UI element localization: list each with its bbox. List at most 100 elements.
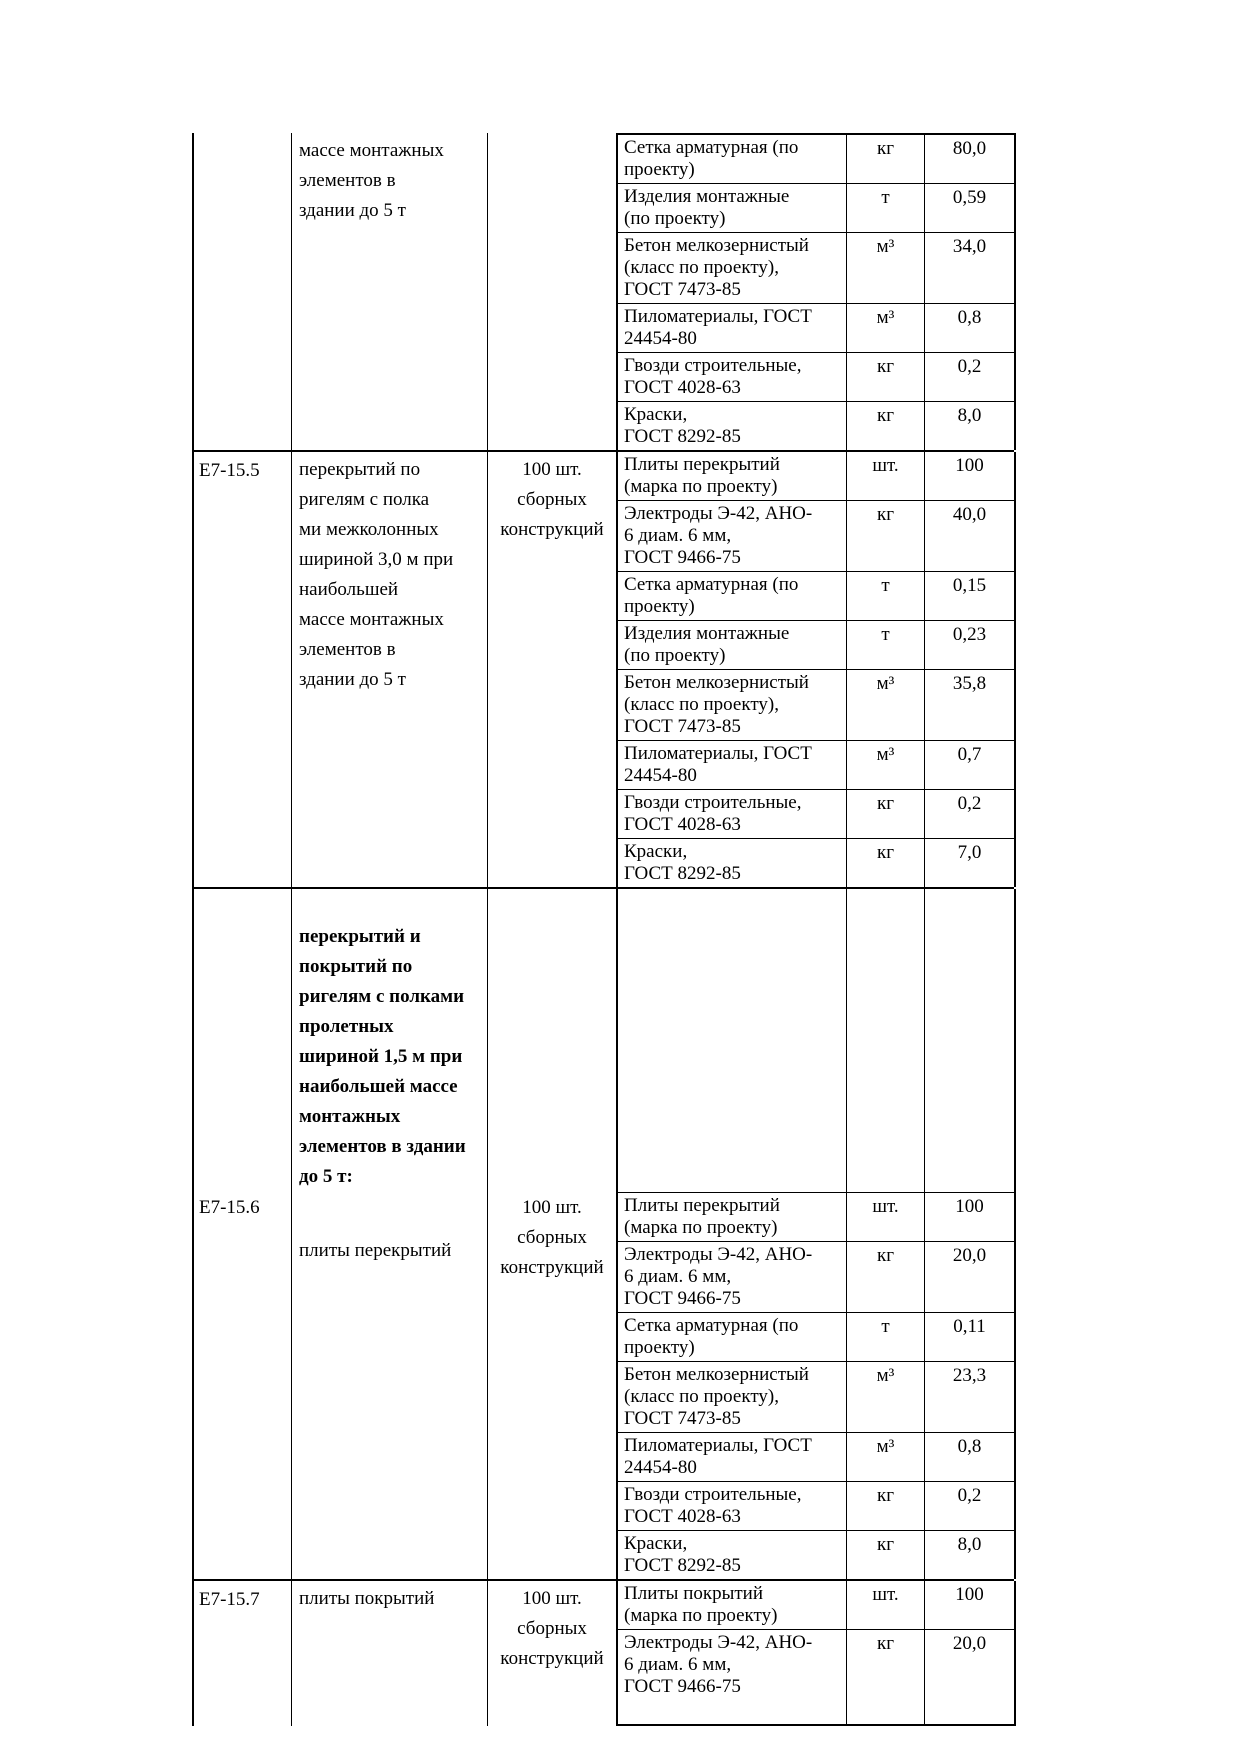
material-name: Сетка арматурная (по проекту) [618, 572, 847, 620]
material-value: 8,0 [925, 1531, 1016, 1579]
material-name: Плиты перекрытий (марка по проекту) [618, 1193, 847, 1241]
material-name: Бетон мелкозернистый (класс по проекту),… [618, 1362, 847, 1432]
material-unit: кг [847, 790, 925, 838]
material-name: Сетка арматурная (по проекту) [618, 1313, 847, 1361]
material-value: 100 [925, 452, 1016, 500]
material-row: Электроды Э-42, АНО- 6 диам. 6 мм, ГОСТ … [618, 501, 1016, 572]
table-row-group: Е7-15.7 плиты покрытий 100 шт. сборных к… [194, 1579, 1016, 1726]
material-value: 100 [925, 1193, 1016, 1241]
material-row: Краски, ГОСТ 8292-85 кг 8,0 [618, 1531, 1016, 1579]
material-unit: т [847, 1313, 925, 1361]
material-value: 0,15 [925, 572, 1016, 620]
material-row: Электроды Э-42, АНО- 6 диам. 6 мм, ГОСТ … [618, 1242, 1016, 1313]
material-row: Гвозди строительные, ГОСТ 4028-63 кг 0,2 [618, 790, 1016, 839]
material-value: 35,8 [925, 670, 1016, 740]
material-row: Сетка арматурная (по проекту) т 0,15 [618, 572, 1016, 621]
norms-table: массе монтажных элементов в здании до 5 … [192, 133, 1016, 1726]
material-unit: м³ [847, 1362, 925, 1432]
material-name: Пиломатериалы, ГОСТ 24454-80 [618, 304, 847, 352]
material-unit: кг [847, 1531, 925, 1579]
table-row-group: Е7-15.6 перекрытий и покрытий по ригелям… [194, 887, 1016, 1579]
material-unit: т [847, 572, 925, 620]
material-row: Гвозди строительные, ГОСТ 4028-63 кг 0,2 [618, 353, 1016, 402]
material-unit: м³ [847, 304, 925, 352]
material-name: Гвозди строительные, ГОСТ 4028-63 [618, 790, 847, 838]
material-row: Сетка арматурная (по проекту) т 0,11 [618, 1313, 1016, 1362]
material-row: Бетон мелкозернистый (класс по проекту),… [618, 1362, 1016, 1433]
material-name: Гвозди строительные, ГОСТ 4028-63 [618, 353, 847, 401]
material-name: Электроды Э-42, АНО- 6 диам. 6 мм, ГОСТ … [618, 1630, 847, 1724]
material-unit: кг [847, 1482, 925, 1530]
material-row: Плиты перекрытий (марка по проекту) шт. … [618, 1193, 1016, 1242]
material-name: Бетон мелкозернистый (класс по проекту),… [618, 670, 847, 740]
material-unit: т [847, 184, 925, 232]
material-unit: кг [847, 1630, 925, 1724]
material-value: 0,2 [925, 790, 1016, 838]
material-unit: кг [847, 353, 925, 401]
material-row-empty [618, 889, 1016, 1193]
material-name: Краски, ГОСТ 8292-85 [618, 839, 847, 887]
material-unit: шт. [847, 1193, 925, 1241]
material-row: Краски, ГОСТ 8292-85 кг 7,0 [618, 839, 1016, 887]
material-name: Плиты перекрытий (марка по проекту) [618, 452, 847, 500]
material-unit: кг [847, 135, 925, 183]
material-value: 0,8 [925, 1433, 1016, 1481]
material-value: 0,11 [925, 1313, 1016, 1361]
material-row: Бетон мелкозернистый (класс по проекту),… [618, 233, 1016, 304]
material-value: 7,0 [925, 839, 1016, 887]
material-name: Краски, ГОСТ 8292-85 [618, 1531, 847, 1579]
material-value: 0,2 [925, 353, 1016, 401]
material-row: Плиты покрытий (марка по проекту) шт. 10… [618, 1581, 1016, 1630]
material-unit: кг [847, 501, 925, 571]
material-unit: м³ [847, 233, 925, 303]
entry-code: Е7-15.6 [194, 889, 292, 1579]
material-value: 0,7 [925, 741, 1016, 789]
material-row: Бетон мелкозернистый (класс по проекту),… [618, 670, 1016, 741]
material-unit: кг [847, 402, 925, 450]
entry-code: Е7-15.5 [194, 452, 292, 887]
material-name: Изделия монтажные (по проекту) [618, 184, 847, 232]
material-name: Краски, ГОСТ 8292-85 [618, 402, 847, 450]
material-unit: т [847, 621, 925, 669]
material-unit: кг [847, 1242, 925, 1312]
material-name: Сетка арматурная (по проекту) [618, 135, 847, 183]
material-value [925, 889, 1016, 1192]
material-row: Изделия монтажные (по проекту) т 0,23 [618, 621, 1016, 670]
material-value: 20,0 [925, 1242, 1016, 1312]
material-unit: шт. [847, 1581, 925, 1629]
material-unit: кг [847, 839, 925, 887]
material-value: 40,0 [925, 501, 1016, 571]
material-value: 23,3 [925, 1362, 1016, 1432]
material-row: Краски, ГОСТ 8292-85 кг 8,0 [618, 402, 1016, 450]
table-row-group: массе монтажных элементов в здании до 5 … [194, 133, 1016, 450]
entry-unit: 100 шт. сборных конструкций [488, 889, 618, 1579]
material-name: Гвозди строительные, ГОСТ 4028-63 [618, 1482, 847, 1530]
material-value: 0,2 [925, 1482, 1016, 1530]
material-value: 8,0 [925, 402, 1016, 450]
material-unit: м³ [847, 741, 925, 789]
material-name [618, 889, 847, 1192]
material-value: 20,0 [925, 1630, 1016, 1724]
materials-list: Плиты покрытий (марка по проекту) шт. 10… [618, 1581, 1016, 1726]
material-value: 100 [925, 1581, 1016, 1629]
material-name: Пиломатериалы, ГОСТ 24454-80 [618, 1433, 847, 1481]
material-value: 80,0 [925, 135, 1016, 183]
entry-code: Е7-15.7 [194, 1581, 292, 1726]
entry-description: перекрытий по ригелям с полка ми межколо… [292, 452, 488, 887]
material-name: Электроды Э-42, АНО- 6 диам. 6 мм, ГОСТ … [618, 1242, 847, 1312]
material-row: Пиломатериалы, ГОСТ 24454-80 м³ 0,7 [618, 741, 1016, 790]
entry-unit [488, 133, 618, 450]
material-name: Изделия монтажные (по проекту) [618, 621, 847, 669]
material-row: Пиломатериалы, ГОСТ 24454-80 м³ 0,8 [618, 1433, 1016, 1482]
materials-list: Плиты перекрытий (марка по проекту) шт. … [618, 452, 1016, 887]
entry-description: перекрытий и покрытий по ригелям с полка… [292, 889, 488, 1579]
entry-description-bold-part: перекрытий и покрытий по ригелям с полка… [299, 926, 466, 1187]
material-name: Пиломатериалы, ГОСТ 24454-80 [618, 741, 847, 789]
material-value: 34,0 [925, 233, 1016, 303]
material-unit [847, 889, 925, 1192]
material-row: Сетка арматурная (по проекту) кг 80,0 [618, 135, 1016, 184]
material-row: Электроды Э-42, АНО- 6 диам. 6 мм, ГОСТ … [618, 1630, 1016, 1724]
entry-description-regular-part: плиты перекрытий [299, 1240, 452, 1261]
material-row: Пиломатериалы, ГОСТ 24454-80 м³ 0,8 [618, 304, 1016, 353]
table-row-group: Е7-15.5 перекрытий по ригелям с полка ми… [194, 450, 1016, 887]
